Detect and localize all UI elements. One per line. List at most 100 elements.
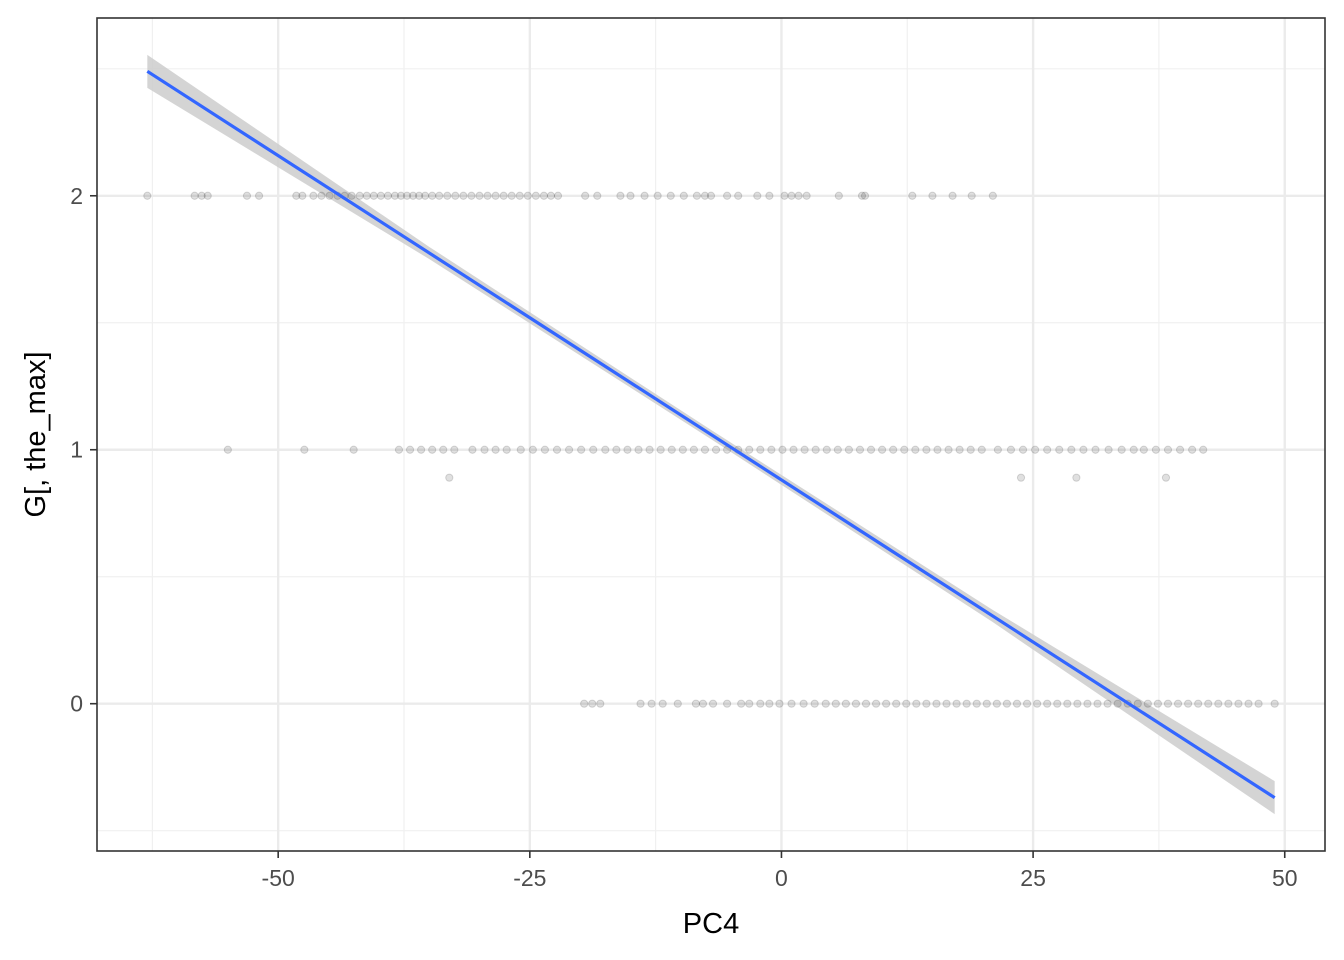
data-point (589, 445, 598, 454)
data-point (789, 445, 798, 454)
regression-line (146, 69, 1276, 800)
data-point (802, 191, 811, 200)
data-point (1104, 445, 1113, 454)
data-point (593, 191, 602, 200)
data-point (753, 191, 762, 200)
data-point (734, 191, 743, 200)
data-point (857, 191, 867, 200)
data-point (967, 191, 976, 200)
data-point (737, 699, 746, 708)
data-points (143, 191, 1279, 708)
data-point (1204, 699, 1213, 708)
data-point (698, 699, 708, 708)
data-point (1067, 445, 1076, 454)
data-point (810, 699, 819, 708)
data-point (531, 191, 540, 200)
major-gridlines (97, 18, 1325, 851)
data-point (596, 699, 605, 708)
data-point (467, 191, 476, 200)
data-point (892, 699, 901, 708)
data-point (414, 191, 424, 200)
data-point (928, 191, 937, 200)
data-point (667, 445, 676, 454)
data-point (539, 191, 549, 200)
data-point (540, 445, 550, 454)
data-point (1254, 699, 1263, 708)
data-point (647, 699, 656, 708)
data-point (362, 191, 371, 200)
data-point (911, 445, 920, 454)
data-point (480, 445, 489, 454)
data-point (1163, 445, 1173, 454)
data-point (993, 445, 1002, 454)
data-point (483, 191, 492, 200)
data-point (203, 191, 212, 200)
data-point (745, 445, 754, 454)
data-point (988, 191, 997, 200)
data-point (955, 445, 964, 454)
data-point (745, 699, 754, 708)
data-point (450, 445, 459, 454)
data-point (977, 445, 986, 454)
data-point (851, 699, 861, 708)
data-point (1012, 699, 1022, 708)
data-point (491, 445, 500, 454)
data-point (1043, 699, 1052, 708)
data-point (1103, 699, 1112, 708)
data-point (402, 191, 412, 200)
data-point (408, 191, 418, 200)
data-point (394, 445, 404, 454)
data-point (292, 191, 301, 200)
data-point (1073, 699, 1082, 708)
data-point (439, 445, 448, 454)
data-point (932, 699, 941, 708)
data-point (700, 191, 710, 200)
data-point (1214, 699, 1223, 708)
data-point (723, 699, 732, 708)
y-tick-label: 0 (70, 691, 83, 717)
data-point (1139, 445, 1148, 454)
data-point (1129, 445, 1138, 454)
data-point (1234, 699, 1243, 708)
data-point (552, 445, 562, 454)
y-tick-label: 1 (70, 437, 83, 463)
data-point (347, 191, 356, 200)
y-axis-ticks: 0 1 2 (70, 183, 97, 717)
data-point (516, 445, 525, 454)
data-point (765, 699, 774, 708)
data-point (1153, 699, 1163, 708)
data-point (1018, 445, 1028, 454)
data-point (1163, 699, 1173, 708)
data-point (948, 191, 957, 200)
data-point (723, 191, 732, 200)
data-point (992, 699, 1001, 708)
data-point (878, 445, 887, 454)
data-point (922, 445, 931, 454)
data-point (833, 445, 842, 454)
data-point (666, 191, 675, 200)
data-point (711, 445, 721, 454)
data-point (902, 699, 911, 708)
data-point (1188, 445, 1197, 454)
data-point (889, 445, 898, 454)
data-point (502, 445, 511, 454)
data-point (1043, 445, 1052, 454)
data-point (468, 445, 477, 454)
data-point (546, 191, 556, 200)
data-point (1031, 445, 1040, 454)
data-point (1063, 699, 1072, 708)
data-point (1175, 445, 1185, 454)
data-point (908, 191, 917, 200)
data-point (756, 445, 765, 454)
data-point (1161, 473, 1171, 482)
data-point (1224, 699, 1233, 708)
data-point (223, 445, 232, 454)
data-point (673, 699, 682, 708)
data-point (612, 445, 621, 454)
data-point (962, 699, 971, 708)
data-point (428, 445, 437, 454)
data-point (700, 445, 710, 454)
data-point (254, 191, 264, 200)
x-axis-title: PC4 (683, 908, 739, 940)
